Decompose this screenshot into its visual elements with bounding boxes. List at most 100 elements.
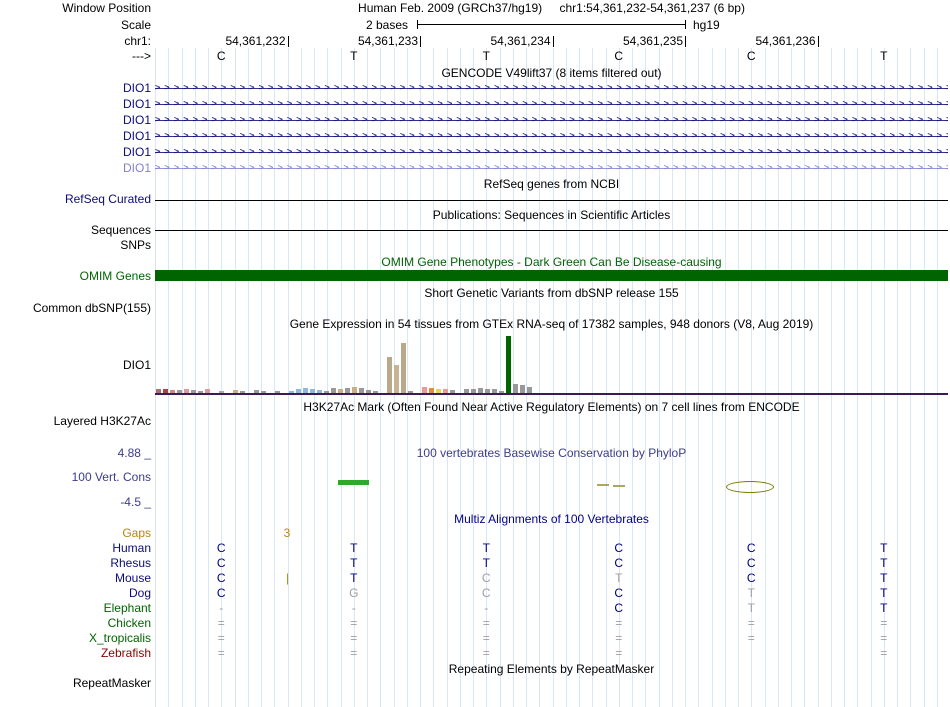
gtex-expression-bar[interactable] <box>191 390 196 393</box>
gtex-expression-bar[interactable] <box>387 357 392 393</box>
gtex-expression-bar[interactable] <box>359 388 364 393</box>
gtex-expression-bar[interactable] <box>485 389 490 393</box>
gencode-item-label[interactable]: DIO1 <box>122 113 151 127</box>
gtex-expression-bar[interactable] <box>289 391 294 393</box>
gtex-expression-bar[interactable] <box>527 387 532 393</box>
vert-cons-label[interactable]: 100 Vert. Cons <box>71 470 151 484</box>
chromosome-label: chr1: <box>124 34 151 48</box>
gtex-gene-model-line[interactable] <box>155 393 948 395</box>
gtex-expression-bar[interactable] <box>429 388 434 393</box>
gencode-transcript[interactable]: >>>>>>>>>>>>>>>>>>>>>>>>>>>>>>>>>>>>>>>>… <box>155 145 948 160</box>
gtex-expression-bar[interactable] <box>471 389 476 393</box>
gtex-expression-bar[interactable] <box>464 389 469 393</box>
multiz-species-label[interactable]: Dog <box>128 586 151 600</box>
multiz-species-label[interactable]: Rhesus <box>110 556 151 570</box>
gencode-item-label[interactable]: DIO1 <box>122 129 151 143</box>
grid-guideline <box>473 48 474 707</box>
gencode-transcript[interactable]: >>>>>>>>>>>>>>>>>>>>>>>>>>>>>>>>>>>>>>>>… <box>155 129 948 144</box>
gtex-expression-bar[interactable] <box>303 388 308 393</box>
gencode-transcript[interactable]: >>>>>>>>>>>>>>>>>>>>>>>>>>>>>>>>>>>>>>>>… <box>155 81 948 96</box>
multiz-species-label[interactable]: Mouse <box>114 571 151 585</box>
gtex-expression-bar[interactable] <box>443 389 448 393</box>
grid-guideline <box>870 48 872 707</box>
transcript-line <box>155 88 948 89</box>
grid-guideline <box>194 48 196 707</box>
gtex-expression-bar[interactable] <box>184 389 189 393</box>
gtex-expression-bar[interactable] <box>177 390 182 393</box>
gtex-expression-bar[interactable] <box>352 387 357 393</box>
gtex-expression-bar[interactable] <box>170 390 175 393</box>
multiz-species-label[interactable]: Elephant <box>103 601 151 615</box>
gtex-expression-bar[interactable] <box>373 391 378 393</box>
gencode-item-label[interactable]: DIO1 <box>122 97 151 111</box>
gtex-expression-bar[interactable] <box>219 391 224 393</box>
gtex-expression-bar[interactable] <box>492 389 497 393</box>
grid-guideline <box>181 48 183 707</box>
multiz-base: T <box>615 571 623 585</box>
omim-genes-label[interactable]: OMIM Genes <box>79 269 151 283</box>
gtex-expression-bar[interactable] <box>261 391 266 393</box>
repeatmasker-label[interactable]: RepeatMasker <box>72 676 151 690</box>
common-dbsnp-label[interactable]: Common dbSNP(155) <box>32 301 151 315</box>
gtex-expression-bar[interactable] <box>233 390 238 393</box>
multiz-species-label[interactable]: X_tropicalis <box>88 631 151 645</box>
multiz-base: T <box>482 541 490 555</box>
gencode-item-label[interactable]: DIO1 <box>122 145 151 159</box>
gencode-transcript[interactable]: >>>>>>>>>>>>>>>>>>>>>>>>>>>>>>>>>>>>>>>>… <box>155 113 948 128</box>
gtex-expression-bar[interactable] <box>366 390 371 393</box>
gtex-expression-bar[interactable] <box>422 387 427 393</box>
multiz-gaps-label[interactable]: Gaps <box>122 526 151 540</box>
gtex-expression-bar[interactable] <box>156 389 161 393</box>
gencode-track-title: GENCODE V49lift37 (8 items filtered out) <box>441 66 662 80</box>
gtex-expression-bar[interactable] <box>254 390 259 393</box>
refseq-curated-track-line[interactable] <box>155 200 948 201</box>
gtex-gene-label[interactable]: DIO1 <box>122 358 151 372</box>
snps-label[interactable]: SNPs <box>120 238 151 252</box>
layered-h3k27ac-label[interactable]: Layered H3K27Ac <box>53 414 151 428</box>
gtex-expression-bar[interactable] <box>317 390 322 393</box>
gtex-expression-bar[interactable] <box>436 389 441 393</box>
gtex-expression-bar[interactable] <box>520 385 525 393</box>
gtex-expression-bar[interactable] <box>401 343 406 393</box>
multiz-base: T <box>350 571 358 585</box>
refseq-curated-label[interactable]: RefSeq Curated <box>64 192 151 206</box>
gtex-expression-bar[interactable] <box>163 389 168 393</box>
coordinate-tick <box>685 36 686 47</box>
gtex-expression-bar[interactable] <box>478 388 483 393</box>
omim-gene-bar[interactable] <box>155 270 948 281</box>
gtex-expression-bar[interactable] <box>198 391 203 393</box>
gtex-expression-bar[interactable] <box>324 391 329 393</box>
gencode-transcript[interactable]: >>>>>>>>>>>>>>>>>>>>>>>>>>>>>>>>>>>>>>>>… <box>155 161 948 176</box>
gtex-expression-bar[interactable] <box>513 384 518 393</box>
gtex-expression-bar[interactable] <box>240 391 245 393</box>
gtex-expression-bar[interactable] <box>331 388 336 393</box>
sequences-track-line[interactable] <box>155 230 948 231</box>
gtex-expression-bar[interactable] <box>345 388 350 393</box>
multiz-species-label[interactable]: Zebrafish <box>100 646 151 660</box>
gtex-expression-bar[interactable] <box>499 391 504 393</box>
gtex-expression-bar[interactable] <box>394 365 399 393</box>
gtex-expression-bar[interactable] <box>450 390 455 393</box>
gtex-expression-bar[interactable] <box>338 389 343 393</box>
gtex-expression-bar[interactable] <box>205 389 210 393</box>
multiz-base: = <box>217 631 225 645</box>
multiz-species-label[interactable]: Chicken <box>107 616 151 630</box>
multiz-gaps-count: 3 <box>283 526 291 540</box>
gtex-expression-bar[interactable] <box>506 336 511 393</box>
gtex-expression-bar[interactable] <box>296 389 301 393</box>
gtex-expression-bar[interactable] <box>310 389 315 393</box>
grid-guideline <box>883 48 885 707</box>
grid-guideline <box>512 48 514 707</box>
grid-guideline <box>632 48 633 707</box>
ruler-base: T <box>350 49 358 63</box>
sequences-label[interactable]: Sequences <box>90 223 151 237</box>
grid-guideline <box>367 48 368 707</box>
grid-guideline <box>605 48 607 707</box>
gencode-item-label[interactable]: DIO1 <box>122 161 151 175</box>
gtex-expression-bar[interactable] <box>275 391 280 393</box>
multiz-species-label[interactable]: Human <box>112 541 151 555</box>
gencode-item-label[interactable]: DIO1 <box>122 81 151 95</box>
grid-guideline <box>433 48 435 707</box>
gencode-transcript[interactable]: >>>>>>>>>>>>>>>>>>>>>>>>>>>>>>>>>>>>>>>>… <box>155 97 948 112</box>
gtex-expression-bar[interactable] <box>408 391 413 393</box>
